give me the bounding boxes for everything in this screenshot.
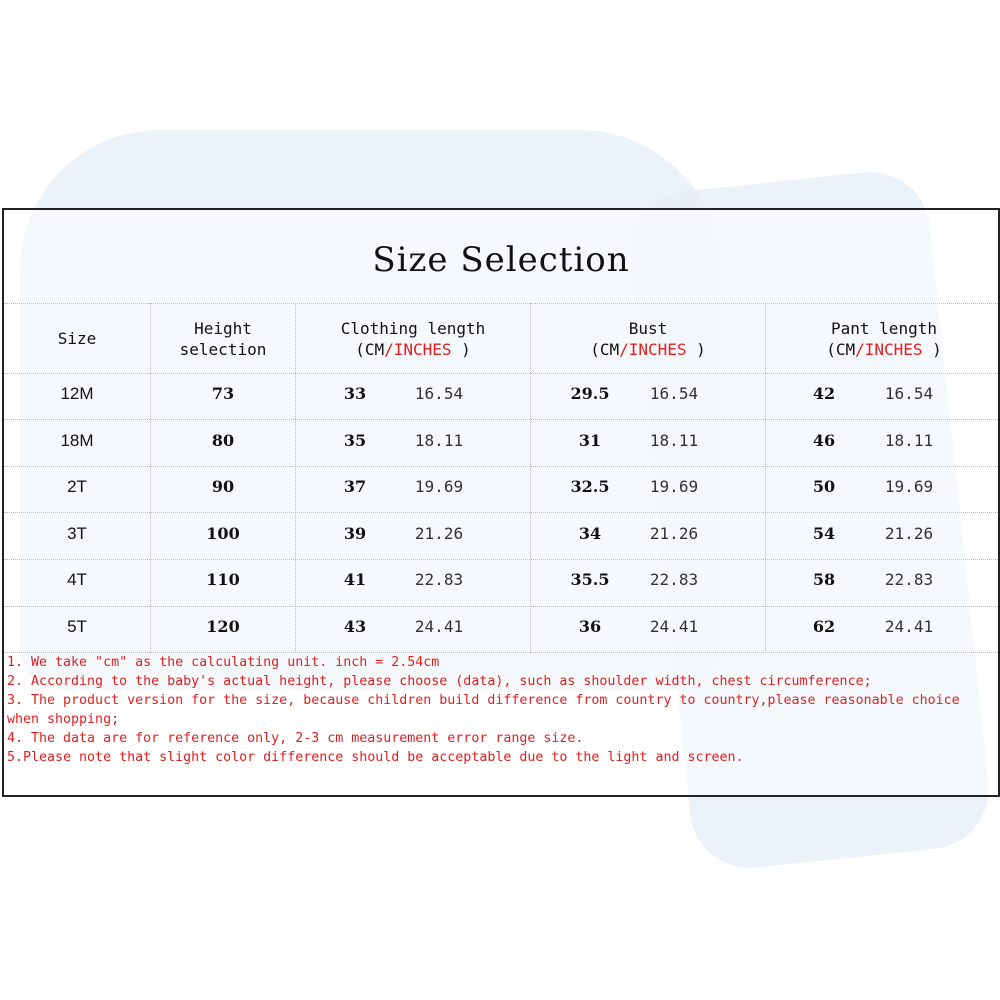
cell-pant-in: 21.26 [884,523,934,543]
header-bust: Bust (CM/INCHES ) [590,319,706,359]
cell-clothing-cm: 33 [343,384,367,403]
header-size: Size [57,329,97,348]
header-height: Height selection [179,319,267,359]
notes: 1. We take "cm" as the calculating unit.… [7,653,992,767]
cell-size: 3T [67,523,87,543]
divider [530,303,531,653]
note: 2. According to the baby's actual height… [7,674,872,689]
cell-pant-cm: 42 [812,384,836,403]
cell-bust-cm: 36 [578,617,602,636]
cell-height: 100 [206,523,240,543]
note: 3. The product version for the size, bec… [7,693,960,727]
cell-bust-cm: 31 [578,430,602,450]
divider [4,466,998,467]
cell-clothing-cm: 37 [343,477,367,497]
header-clothing-length: Clothing length (CM/INCHES ) [340,319,486,359]
cell-clothing-cm: 39 [343,523,367,543]
cell-pant-cm: 50 [812,477,836,497]
cell-size: 4T [67,570,87,590]
divider [4,373,998,374]
cell-bust-in: 24.41 [649,617,699,636]
cell-pant-in: 18.11 [884,430,934,450]
header-pant-length: Pant length (CM/INCHES ) [826,319,942,359]
cell-bust-cm: 29.5 [570,384,610,403]
cell-size: 12M [60,384,94,403]
cell-pant-in: 16.54 [884,384,934,403]
cell-pant-in: 24.41 [884,617,934,636]
cell-clothing-cm: 41 [343,570,367,590]
cell-size: 2T [67,477,87,497]
size-chart: Size Selection Size Height selection Clot… [2,208,1000,797]
divider [4,652,998,653]
cell-clothing-in: 22.83 [414,570,464,590]
cell-pant-cm: 58 [812,570,836,590]
cell-pant-in: 19.69 [884,477,934,497]
cell-clothing-in: 16.54 [414,384,464,403]
cell-clothing-cm: 43 [343,617,367,636]
cell-clothing-cm: 35 [343,430,367,450]
cell-bust-in: 18.11 [649,430,699,450]
divider [4,606,998,607]
cell-bust-in: 16.54 [649,384,699,403]
cell-height: 90 [211,477,235,497]
cell-clothing-in: 24.41 [414,617,464,636]
divider [150,303,151,653]
cell-clothing-in: 18.11 [414,430,464,450]
divider [4,512,998,513]
divider [4,559,998,560]
cell-pant-in: 22.83 [884,570,934,590]
cell-clothing-in: 21.26 [414,523,464,543]
divider [295,303,296,653]
note: 5.Please note that slight color differen… [7,750,744,765]
cell-pant-cm: 54 [812,523,836,543]
cell-height: 73 [211,384,235,403]
cell-bust-in: 22.83 [649,570,699,590]
cell-pant-cm: 46 [812,430,836,450]
cell-height: 120 [206,617,240,636]
note: 4. The data are for reference only, 2-3 … [7,731,584,746]
cell-pant-cm: 62 [812,617,836,636]
cell-bust-cm: 34 [578,523,602,543]
note: 1. We take "cm" as the calculating unit.… [7,655,440,670]
cell-size: 5T [67,617,87,636]
chart-title: Size Selection [372,240,630,280]
cell-bust-in: 21.26 [649,523,699,543]
cell-bust-cm: 32.5 [570,477,610,497]
cell-height: 80 [211,430,235,450]
cell-bust-cm: 35.5 [570,570,610,590]
divider [765,303,766,653]
cell-height: 110 [206,570,240,590]
cell-bust-in: 19.69 [649,477,699,497]
cell-clothing-in: 19.69 [414,477,464,497]
divider [4,303,998,304]
cell-size: 18M [60,430,94,450]
divider [4,419,998,420]
